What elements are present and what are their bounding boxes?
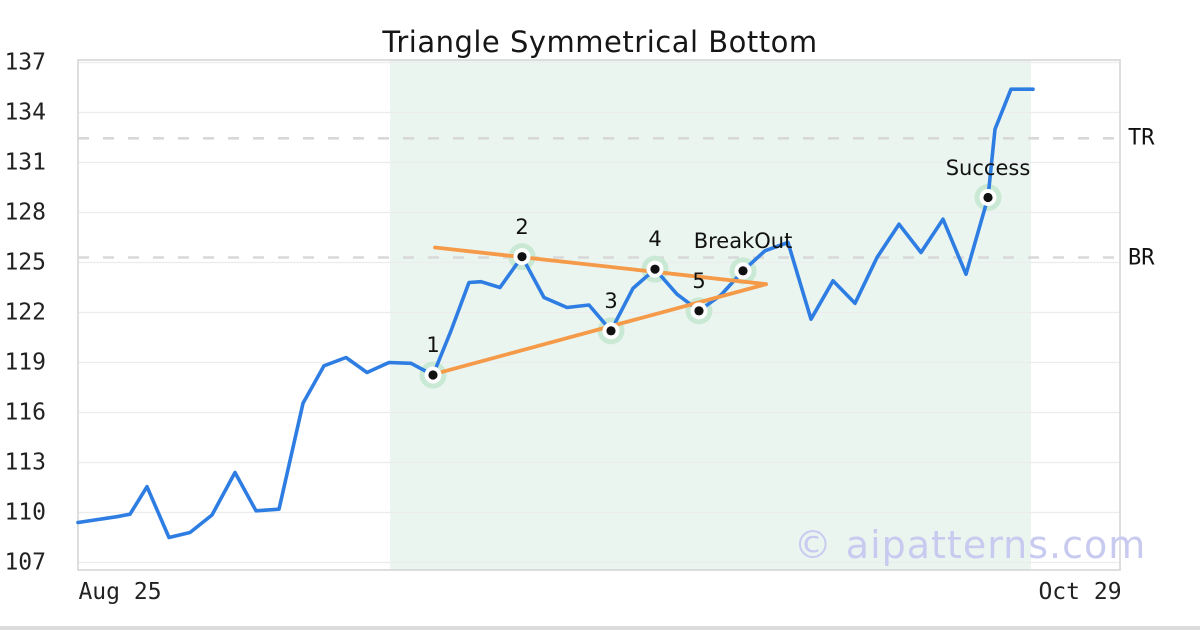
- bottom-border: [0, 626, 1200, 630]
- trendline-lower: [435, 282, 768, 376]
- marker-dot-success: [983, 192, 993, 203]
- marker-dot-4: [650, 264, 660, 274]
- plot-frame: [77, 59, 1121, 571]
- trendline-upper: [433, 245, 768, 287]
- price-line: [76, 87, 1035, 540]
- marker-dot-1: [428, 370, 438, 380]
- marker-dot-breakout: [738, 266, 748, 276]
- marker-dot-3: [606, 326, 616, 336]
- marker-dot-2: [517, 252, 527, 262]
- marker-dot-5: [694, 306, 704, 316]
